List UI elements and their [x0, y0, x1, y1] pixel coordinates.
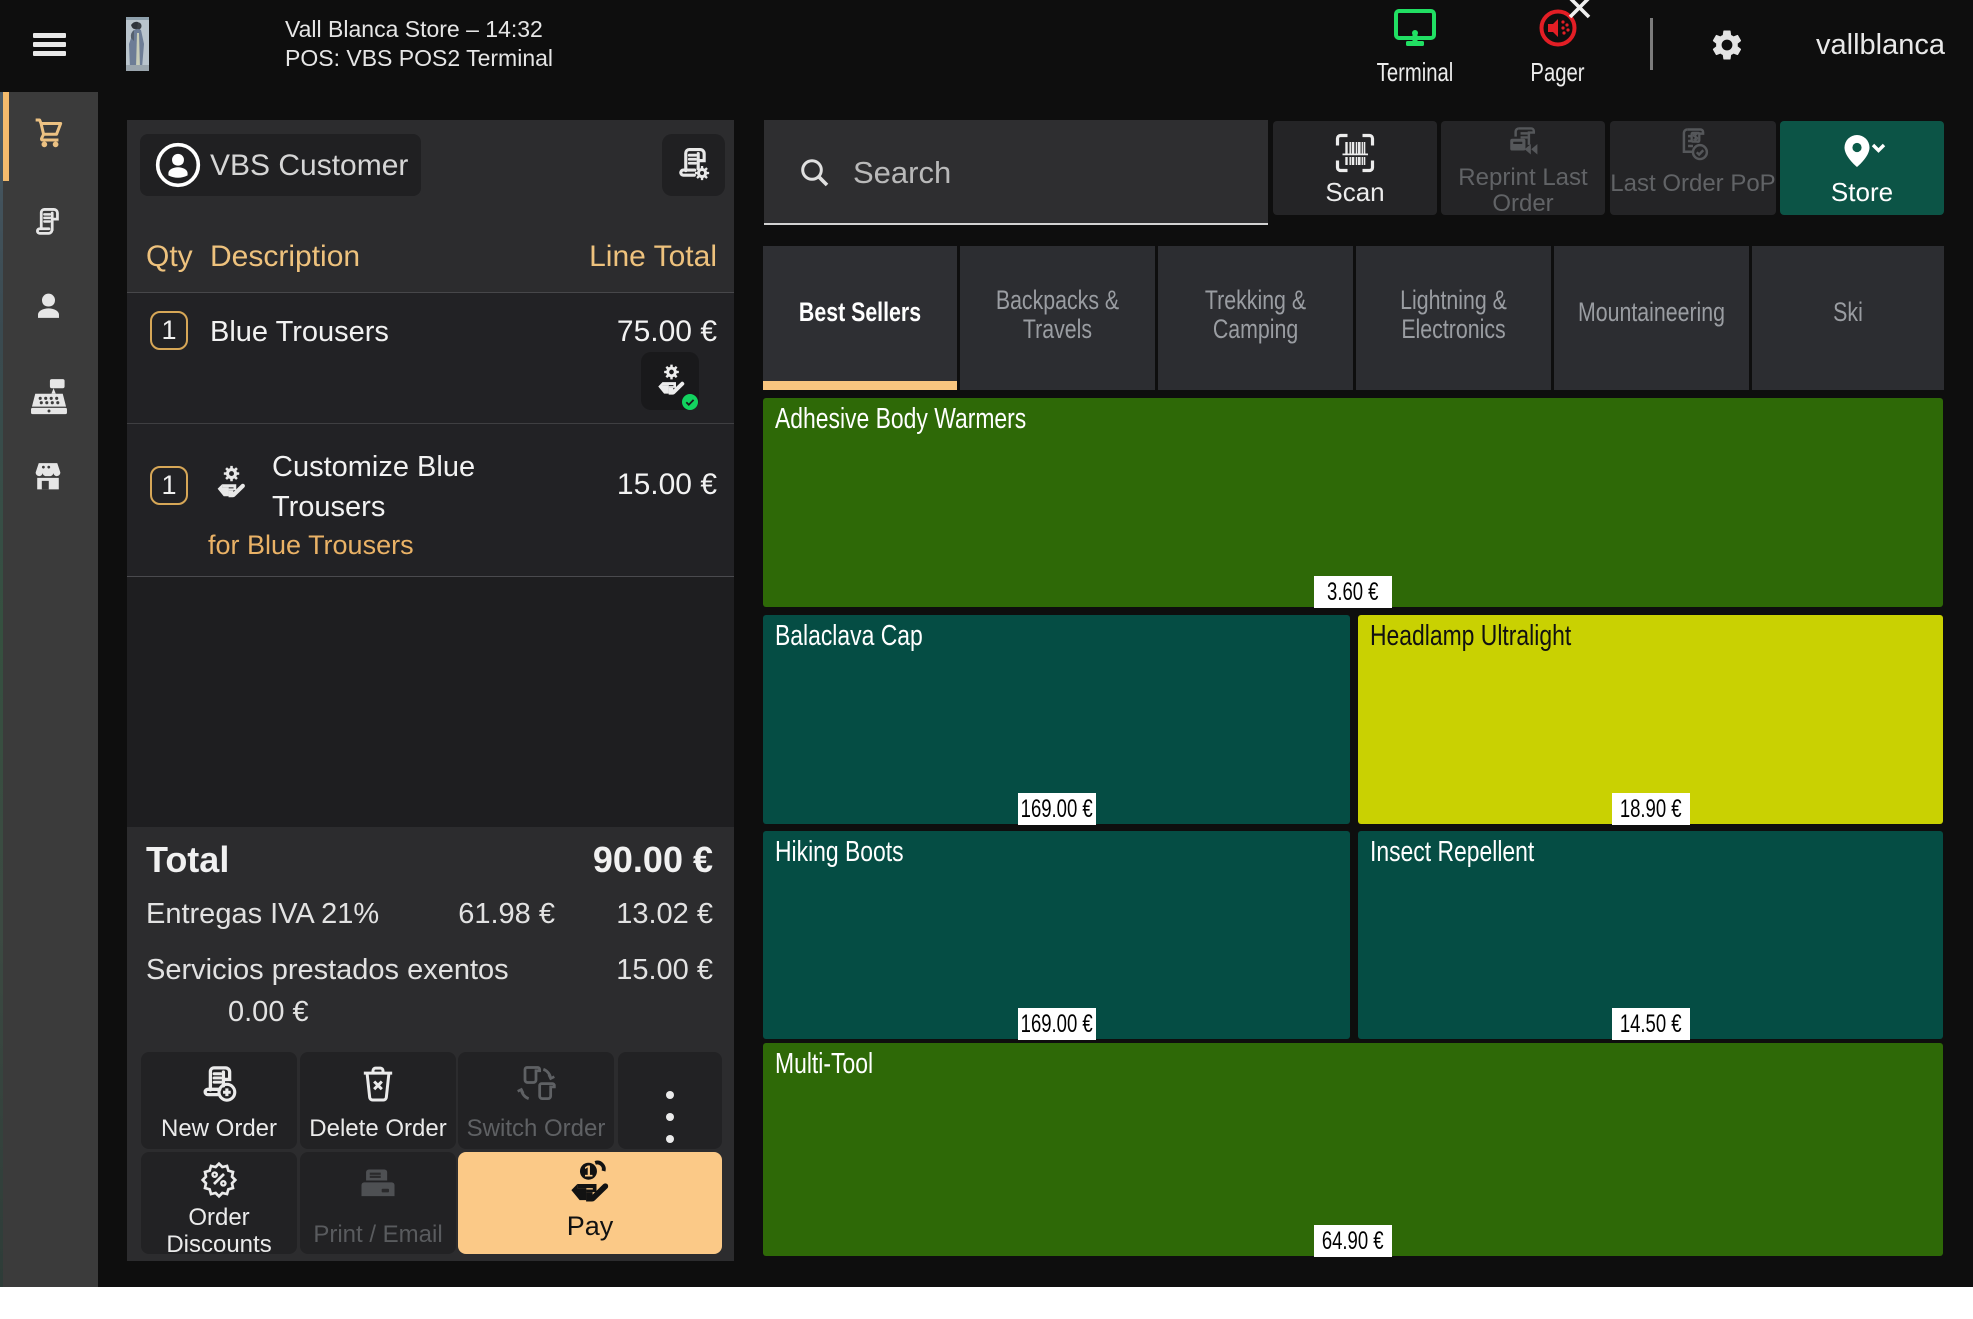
svg-text:1: 1 — [584, 1163, 593, 1181]
